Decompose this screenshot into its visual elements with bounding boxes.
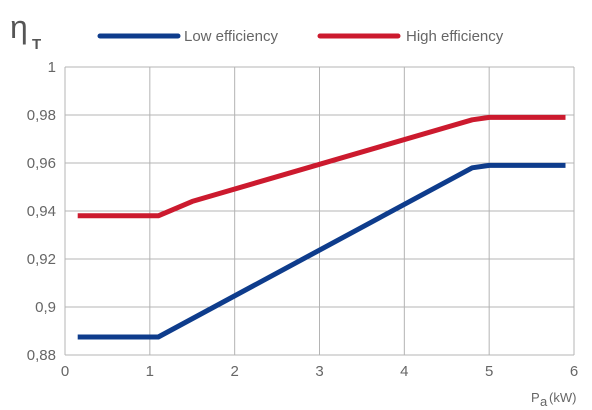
y-axis-label-symbol: η [10,9,28,45]
x-tick-label: 6 [570,363,578,380]
legend-label-low-efficiency: Low efficiency [184,28,278,45]
y-axis-label-subscript: T [32,36,41,53]
y-tick-label: 0,88 [27,347,56,364]
x-axis-label: P a (kW) [531,390,576,409]
x-tick-label: 0 [61,363,69,380]
y-tick-label: 0,94 [27,203,56,220]
x-tick-label: 2 [230,363,238,380]
series-line-low-efficiency [77,162,566,340]
series-lines [77,114,566,340]
x-axis-label-subscript: a [540,394,548,409]
x-tick-label: 1 [146,363,154,380]
x-tick-label: 5 [485,363,493,380]
series-line-high-efficiency [77,114,566,219]
x-axis-label-symbol: P [531,390,540,405]
legend: Low efficiency High efficiency [97,28,504,45]
y-tick-label: 0,9 [35,299,56,316]
tick-labels: 0 1 2 3 4 5 6 0,88 0,9 0,92 0,94 0,96 0,98 1 [27,59,578,380]
grid [64,66,575,356]
y-tick-label: 0,96 [27,155,56,172]
y-tick-label: 1 [48,59,56,76]
y-axis-label: η T [10,9,41,53]
x-tick-label: 4 [400,363,408,380]
legend-label-high-efficiency: High efficiency [406,28,504,45]
x-axis-label-unit: (kW) [549,390,576,405]
x-tick-label: 3 [315,363,323,380]
y-tick-label: 0,92 [27,251,56,268]
y-tick-label: 0,98 [27,107,56,124]
